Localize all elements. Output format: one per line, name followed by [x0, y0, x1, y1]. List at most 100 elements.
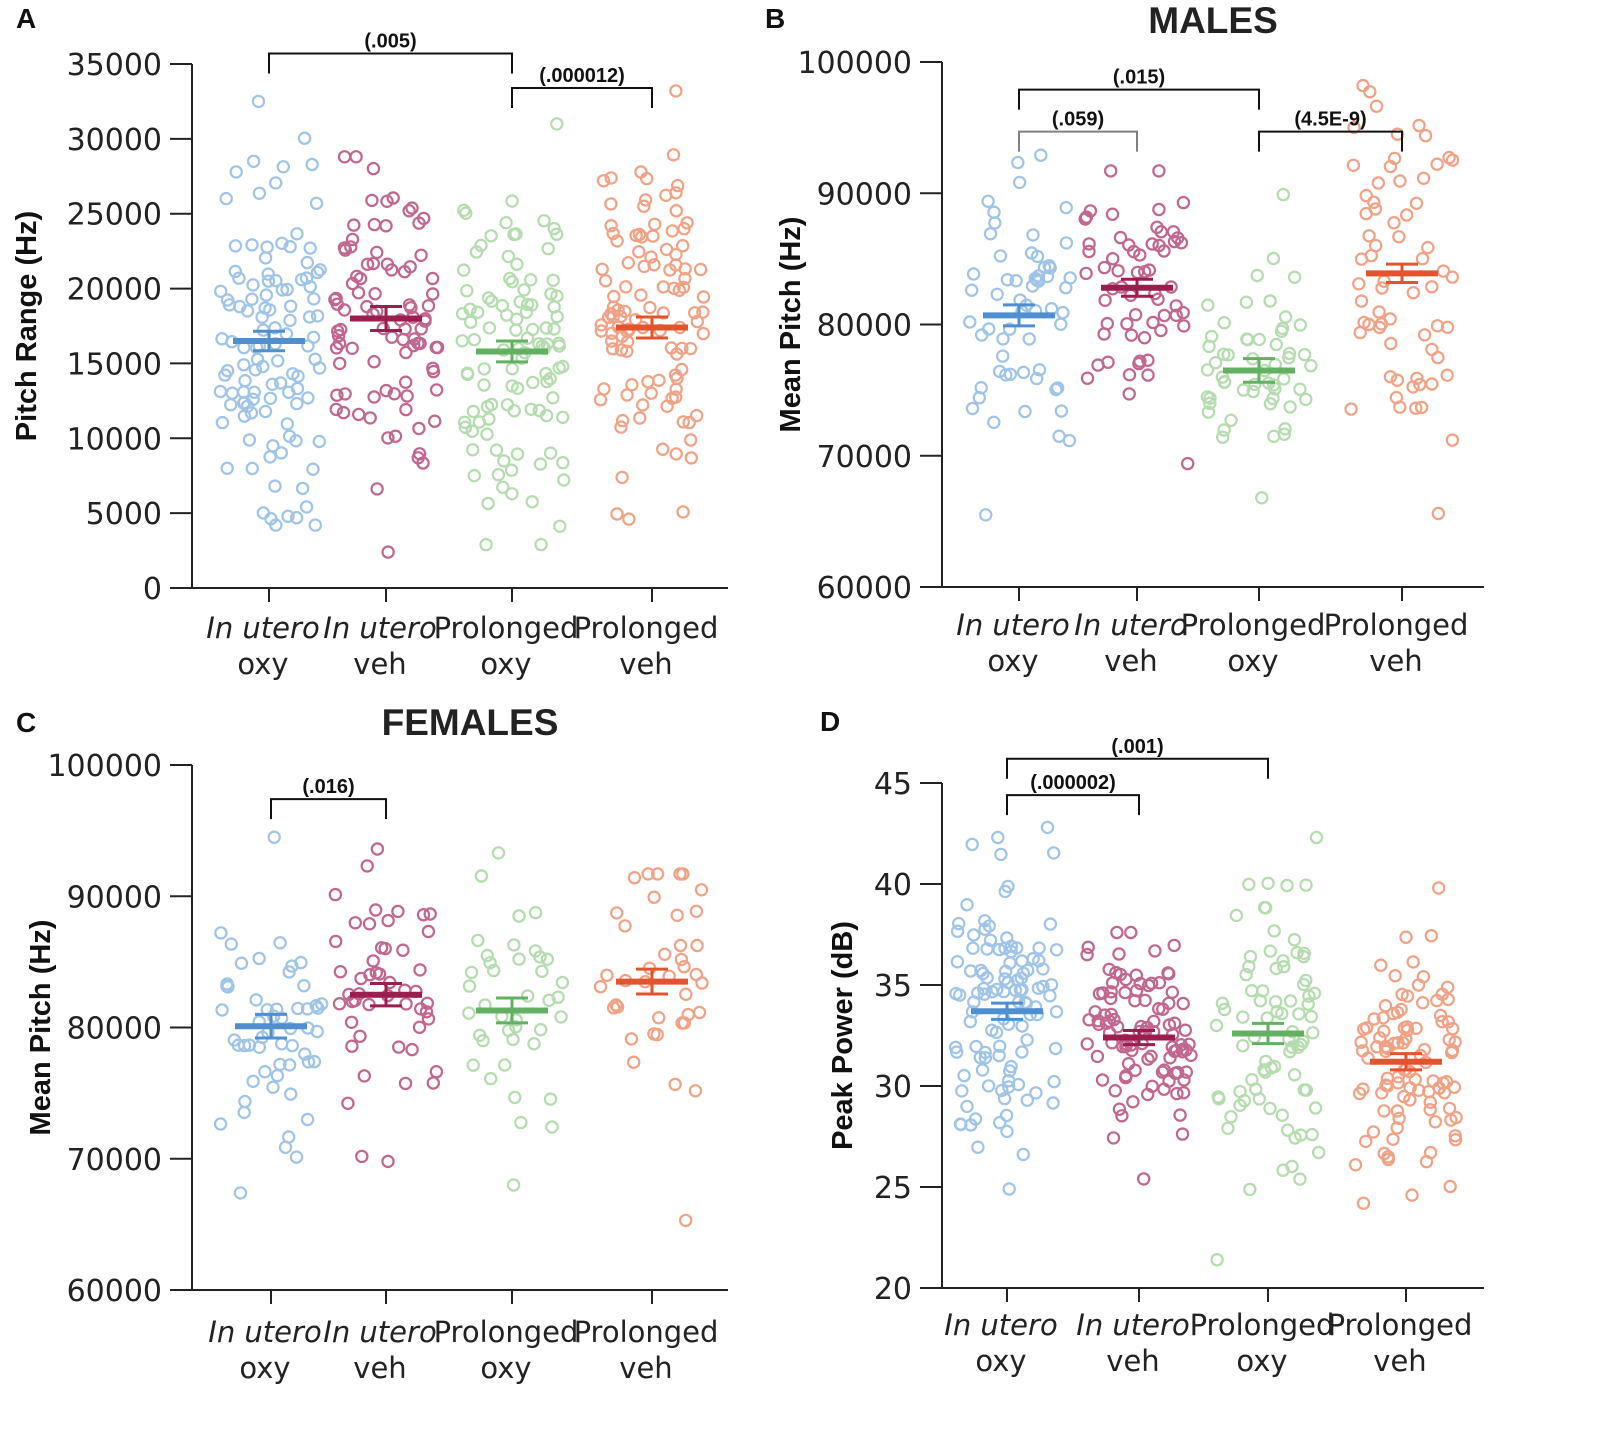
data-point: [1054, 404, 1069, 418]
data-point: [1240, 332, 1254, 346]
y-tick-label: 100000: [47, 749, 162, 784]
x-category-label-line2: veh: [353, 1351, 406, 1385]
data-point: [510, 257, 524, 271]
data-point: [402, 204, 416, 218]
data-point: [1040, 820, 1055, 835]
data-point: [610, 906, 624, 920]
x-category-label-line2: oxy: [480, 1351, 531, 1385]
series-prolonged_veh: [1348, 881, 1463, 1210]
data-point: [1029, 1086, 1043, 1100]
data-point: [1146, 315, 1160, 330]
data-point: [677, 960, 691, 974]
data-point: [1236, 383, 1251, 397]
data-point: [1299, 392, 1313, 407]
data-point: [1054, 317, 1068, 331]
x-category-label-line2: veh: [619, 1351, 672, 1385]
data-point: [1142, 263, 1157, 277]
series-prolonged_veh: [593, 867, 709, 1228]
data-point: [1387, 151, 1402, 166]
x-category-label-line2: oxy: [975, 1344, 1026, 1378]
data-point: [310, 309, 325, 323]
data-point: [309, 196, 324, 210]
data-point: [464, 315, 478, 329]
data-point: [245, 461, 259, 476]
data-point: [421, 1012, 436, 1026]
data-point: [1392, 1111, 1406, 1126]
data-point: [609, 998, 623, 1012]
series-in_utero_oxy: [948, 820, 1064, 1196]
data-point: [552, 361, 566, 375]
data-point: [1157, 308, 1172, 323]
p-value-label: (4.5E-9): [1294, 109, 1366, 131]
data-point: [967, 928, 981, 942]
data-point: [481, 291, 496, 305]
data-point: [670, 347, 684, 361]
data-point: [551, 990, 565, 1004]
data-point: [1377, 1104, 1391, 1118]
data-point: [556, 456, 570, 470]
data-point: [1280, 878, 1294, 893]
data-point: [1140, 1020, 1154, 1035]
data-point: [481, 496, 495, 511]
data-point: [1109, 965, 1123, 980]
data-point: [237, 358, 251, 372]
data-point: [1108, 1083, 1122, 1098]
x-category-label-line1: Prolonged: [1328, 1308, 1473, 1342]
data-point: [399, 402, 413, 417]
data-point: [683, 341, 698, 356]
data-point: [636, 398, 650, 412]
data-point: [993, 1115, 1007, 1130]
data-point: [658, 947, 672, 962]
data-point: [503, 271, 517, 286]
data-point: [1236, 1010, 1250, 1024]
data-point: [988, 216, 1002, 230]
data-point: [1444, 1045, 1459, 1060]
data-point: [966, 941, 980, 955]
data-point: [213, 384, 228, 399]
data-point: [290, 396, 304, 411]
data-point: [1217, 375, 1232, 389]
p-value-label: (.016): [302, 776, 354, 798]
data-point: [1137, 331, 1152, 345]
data-point: [1030, 249, 1045, 264]
data-point: [644, 386, 658, 400]
data-point: [1383, 370, 1398, 384]
data-point: [471, 933, 485, 948]
data-point: [1133, 248, 1147, 262]
data-point: [1103, 991, 1118, 1006]
data-point: [615, 470, 629, 485]
data-point: [983, 227, 998, 241]
data-point: [1358, 1134, 1373, 1149]
data-point: [971, 986, 985, 1000]
data-point: [278, 1140, 293, 1155]
data-point: [1283, 994, 1298, 1008]
data-point: [1118, 985, 1132, 1000]
data-point: [1409, 401, 1423, 415]
data-point: [669, 258, 683, 272]
data-point: [370, 482, 384, 496]
data-point: [345, 1039, 359, 1053]
data-point: [1354, 1035, 1368, 1049]
data-point: [1390, 127, 1405, 141]
data-point: [1082, 237, 1096, 251]
data-point: [998, 972, 1012, 986]
data-point: [214, 926, 228, 940]
data-point: [1032, 954, 1046, 968]
data-point: [282, 385, 296, 399]
data-point: [332, 997, 347, 1011]
data-point: [1356, 1196, 1371, 1210]
data-point: [619, 280, 633, 294]
data-point: [1417, 328, 1432, 342]
data-point: [215, 415, 230, 430]
data-point: [360, 859, 374, 873]
data-point: [1176, 1085, 1191, 1100]
data-point: [270, 1068, 285, 1083]
data-point: [379, 219, 393, 233]
bracket-line: [1006, 794, 1140, 816]
data-point: [513, 295, 527, 309]
data-point: [676, 238, 690, 253]
data-point: [543, 372, 557, 386]
data-point: [632, 245, 646, 259]
data-point: [245, 238, 259, 252]
